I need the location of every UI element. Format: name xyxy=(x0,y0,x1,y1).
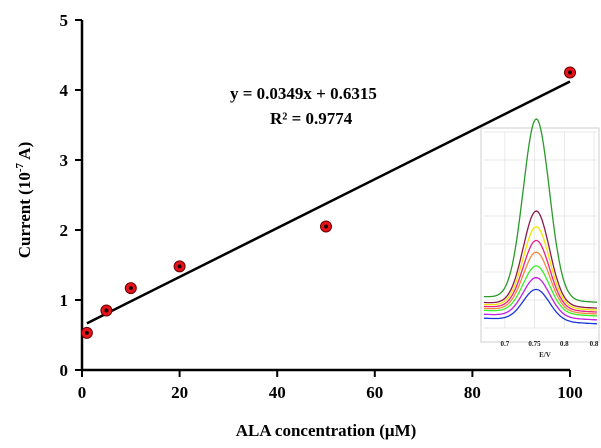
inset-x-ticks: 0.7 0.75 0.8 0.8 xyxy=(500,340,598,348)
data-point xyxy=(564,66,576,79)
y-axis-title-main: Current (10 xyxy=(15,172,34,258)
x-tick-label: 100 xyxy=(557,383,583,402)
inset-curve xyxy=(483,239,597,313)
y-tick-group: 0 1 2 3 4 5 xyxy=(60,11,82,380)
data-points xyxy=(80,66,576,339)
data-point xyxy=(124,282,137,295)
data-point xyxy=(320,220,332,233)
y-tick-label: 0 xyxy=(60,361,69,380)
y-axis-title-unit: A) xyxy=(15,142,34,163)
y-tick-label: 5 xyxy=(60,11,69,30)
inset-x-tick-label: 0.7 xyxy=(500,340,509,348)
y-tick-label: 1 xyxy=(60,291,69,310)
y-axis-title: Current (10-7 A) xyxy=(14,142,34,259)
x-axis-title: ALA concentration (μM) xyxy=(236,421,417,440)
inset-curve xyxy=(484,251,598,315)
inset-curve xyxy=(483,265,597,317)
data-point-center xyxy=(128,286,133,291)
data-point xyxy=(173,260,186,273)
data-point-center xyxy=(324,224,328,229)
data-point-center xyxy=(568,70,572,75)
inset-x-tick-label: 0.8 xyxy=(560,340,569,348)
y-tick-label: 4 xyxy=(60,81,69,100)
x-tick-label: 0 xyxy=(78,383,87,402)
data-point-center xyxy=(84,330,89,335)
data-point xyxy=(80,326,93,339)
inset-curves xyxy=(483,118,598,325)
regression-equation: y = 0.0349x + 0.6315 xyxy=(230,84,377,103)
r-squared-label: R² = 0.9774 xyxy=(270,109,353,128)
data-point-center xyxy=(177,264,182,269)
data-point xyxy=(100,304,113,317)
trend-line xyxy=(86,80,571,325)
x-tick-group: 0 20 40 60 80 100 xyxy=(78,370,583,402)
inset-curve xyxy=(483,288,598,325)
x-tick-label: 60 xyxy=(366,383,383,402)
inset-curve xyxy=(484,277,598,321)
inset-grid xyxy=(484,131,597,329)
x-tick-label: 20 xyxy=(171,383,188,402)
inset-curve xyxy=(484,226,598,311)
inset-curve xyxy=(484,118,598,303)
y-tick-label: 3 xyxy=(60,151,69,170)
x-tick-label: 40 xyxy=(269,383,286,402)
inset-x-tick-label: 0.8 xyxy=(590,340,599,348)
inset-x-tick-label: 0.75 xyxy=(528,340,541,348)
y-axis-title-exponent: -7 xyxy=(14,163,26,173)
inset-x-axis-title: E/V xyxy=(539,351,551,359)
inset-curve xyxy=(484,210,598,309)
inset-voltammogram: 0.7 0.75 0.8 0.8 E/V xyxy=(480,118,600,359)
y-tick-label: 2 xyxy=(60,221,69,240)
x-tick-label: 80 xyxy=(464,383,481,402)
data-point-center xyxy=(104,308,109,313)
